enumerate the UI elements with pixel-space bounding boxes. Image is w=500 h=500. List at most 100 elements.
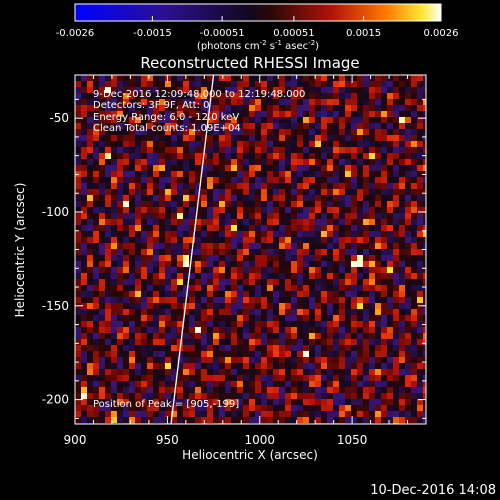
heatmap-cell bbox=[369, 117, 376, 124]
heatmap-cell bbox=[219, 339, 226, 346]
heatmap-cell bbox=[111, 183, 118, 190]
heatmap-cell bbox=[261, 333, 268, 340]
heatmap-cell bbox=[375, 411, 382, 418]
heatmap-cell bbox=[357, 405, 364, 412]
heatmap-cell bbox=[273, 309, 280, 316]
heatmap-cell bbox=[273, 285, 280, 292]
heatmap-cell bbox=[177, 297, 184, 304]
heatmap-cell bbox=[399, 381, 406, 388]
heatmap-cell bbox=[231, 375, 238, 382]
heatmap-cell bbox=[357, 273, 364, 280]
heatmap-cell bbox=[393, 279, 400, 286]
heatmap-cell bbox=[81, 351, 88, 358]
heatmap-cell bbox=[261, 411, 268, 418]
heatmap-cell bbox=[159, 345, 166, 352]
heatmap-cell bbox=[297, 267, 304, 274]
heatmap-cell bbox=[405, 411, 412, 418]
heatmap-cell bbox=[135, 255, 142, 262]
heatmap-cell bbox=[147, 381, 154, 388]
heatmap-cell bbox=[309, 201, 316, 208]
heatmap-cell bbox=[171, 105, 178, 112]
heatmap-cell bbox=[225, 237, 232, 244]
heatmap-cell bbox=[189, 123, 196, 130]
heatmap-cell bbox=[105, 201, 112, 208]
heatmap-cell bbox=[105, 357, 112, 364]
heatmap-cell bbox=[93, 237, 100, 244]
heatmap-cell bbox=[141, 309, 148, 316]
heatmap-cell bbox=[405, 93, 412, 100]
heatmap-cell bbox=[387, 105, 394, 112]
heatmap-cell bbox=[381, 339, 388, 346]
heatmap-cell bbox=[291, 99, 298, 106]
heatmap-cell bbox=[117, 297, 124, 304]
heatmap-cell bbox=[207, 225, 214, 232]
heatmap-cell bbox=[147, 81, 154, 88]
heatmap-cell bbox=[327, 261, 334, 268]
heatmap-cell bbox=[423, 99, 426, 106]
heatmap-cell bbox=[129, 255, 136, 262]
heatmap-cell bbox=[135, 309, 142, 316]
heatmap-cell bbox=[201, 351, 208, 358]
heatmap-cell bbox=[165, 231, 172, 238]
x-tick-label: 1050 bbox=[337, 433, 368, 447]
heatmap-cell bbox=[99, 327, 106, 334]
heatmap-cell bbox=[315, 345, 322, 352]
heatmap-cell bbox=[87, 189, 94, 196]
heatmap-cell bbox=[297, 333, 304, 340]
heatmap-cell bbox=[327, 255, 334, 262]
heatmap-cell bbox=[399, 285, 406, 292]
heatmap-cell bbox=[333, 237, 340, 244]
heatmap-cell bbox=[159, 183, 166, 190]
heatmap-cell bbox=[159, 309, 166, 316]
heatmap-cell bbox=[153, 243, 160, 250]
heatmap-cell bbox=[135, 411, 142, 418]
heatmap-cell bbox=[231, 399, 238, 406]
heatmap-cell bbox=[417, 393, 424, 400]
heatmap-cell bbox=[417, 153, 424, 160]
heatmap-cell bbox=[219, 111, 226, 118]
heatmap-cell bbox=[327, 81, 334, 88]
heatmap-cell bbox=[357, 105, 364, 112]
heatmap-cell bbox=[363, 351, 370, 358]
heatmap-cell bbox=[393, 141, 400, 148]
heatmap-cell bbox=[255, 189, 262, 196]
heatmap-cell bbox=[411, 141, 418, 148]
heatmap-cell bbox=[267, 333, 274, 340]
heatmap-cell bbox=[273, 303, 280, 310]
heatmap-cell bbox=[213, 309, 220, 316]
heatmap-cell bbox=[351, 219, 358, 226]
heatmap-cell bbox=[135, 363, 142, 370]
heatmap-cell bbox=[249, 375, 256, 382]
heatmap-cell bbox=[261, 111, 268, 118]
heatmap-cell bbox=[321, 393, 328, 400]
heatmap-cell bbox=[99, 393, 106, 400]
heatmap-cell bbox=[345, 231, 352, 238]
heatmap-cell bbox=[291, 75, 298, 82]
heatmap-cell bbox=[111, 189, 118, 196]
heatmap-cell bbox=[117, 87, 124, 94]
heatmap-cell bbox=[99, 351, 106, 358]
heatmap-cell bbox=[369, 201, 376, 208]
heatmap-cell bbox=[381, 303, 388, 310]
heatmap-cell bbox=[87, 105, 94, 112]
heatmap-cell bbox=[255, 75, 262, 82]
heatmap-cell bbox=[87, 261, 94, 268]
heatmap-cell bbox=[231, 357, 238, 364]
heatmap-cell bbox=[153, 123, 160, 130]
heatmap-cell bbox=[363, 129, 370, 136]
heatmap-cell bbox=[309, 243, 316, 250]
heatmap-cell bbox=[351, 105, 358, 112]
heatmap-cell bbox=[321, 339, 328, 346]
heatmap-cell bbox=[357, 225, 364, 232]
heatmap-cell bbox=[189, 387, 196, 394]
heatmap-cell bbox=[213, 369, 220, 376]
heatmap-cell bbox=[105, 207, 112, 214]
heatmap-cell bbox=[255, 207, 262, 214]
heatmap-cell bbox=[303, 75, 310, 82]
heatmap-cell bbox=[387, 219, 394, 226]
heatmap-cell bbox=[375, 399, 382, 406]
heatmap-cell bbox=[297, 153, 304, 160]
heatmap-cell bbox=[363, 219, 370, 226]
heatmap-cell bbox=[345, 201, 352, 208]
heatmap-cell bbox=[321, 75, 328, 82]
